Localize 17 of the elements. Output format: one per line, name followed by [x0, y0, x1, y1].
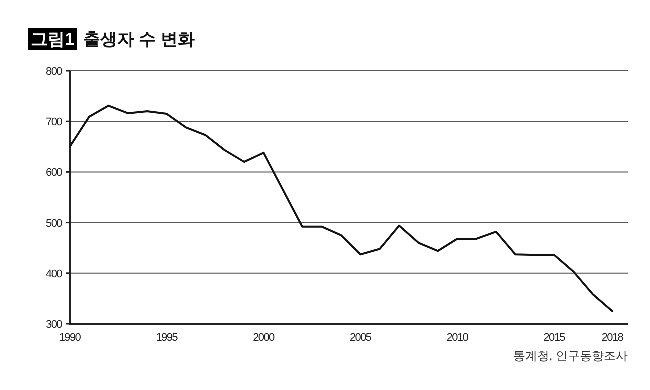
line-series	[69, 104, 614, 312]
x-tick-label: 2005	[350, 332, 372, 344]
x-tick-label: 2000	[253, 332, 276, 344]
x-tick-label: 1990	[59, 332, 82, 344]
x-tick-label: 2010	[446, 332, 469, 344]
y-tick-label: 300	[46, 319, 63, 331]
text: 통계청, 인구동향조사	[513, 349, 628, 363]
y-tick-label: 800	[46, 66, 63, 78]
chart-title: 출생자 수 변화	[83, 30, 195, 49]
x-tick-label: 2018	[602, 332, 624, 344]
y-tick-label: 700	[46, 116, 63, 129]
x-tick-label: 2015	[544, 332, 566, 344]
y-tick-label: 500	[46, 218, 63, 230]
y-tick-label: 600	[46, 167, 63, 180]
x-tick-label: 1995	[156, 332, 178, 344]
y-tick-label: 400	[46, 268, 63, 280]
caption: 그림1	[31, 30, 74, 49]
